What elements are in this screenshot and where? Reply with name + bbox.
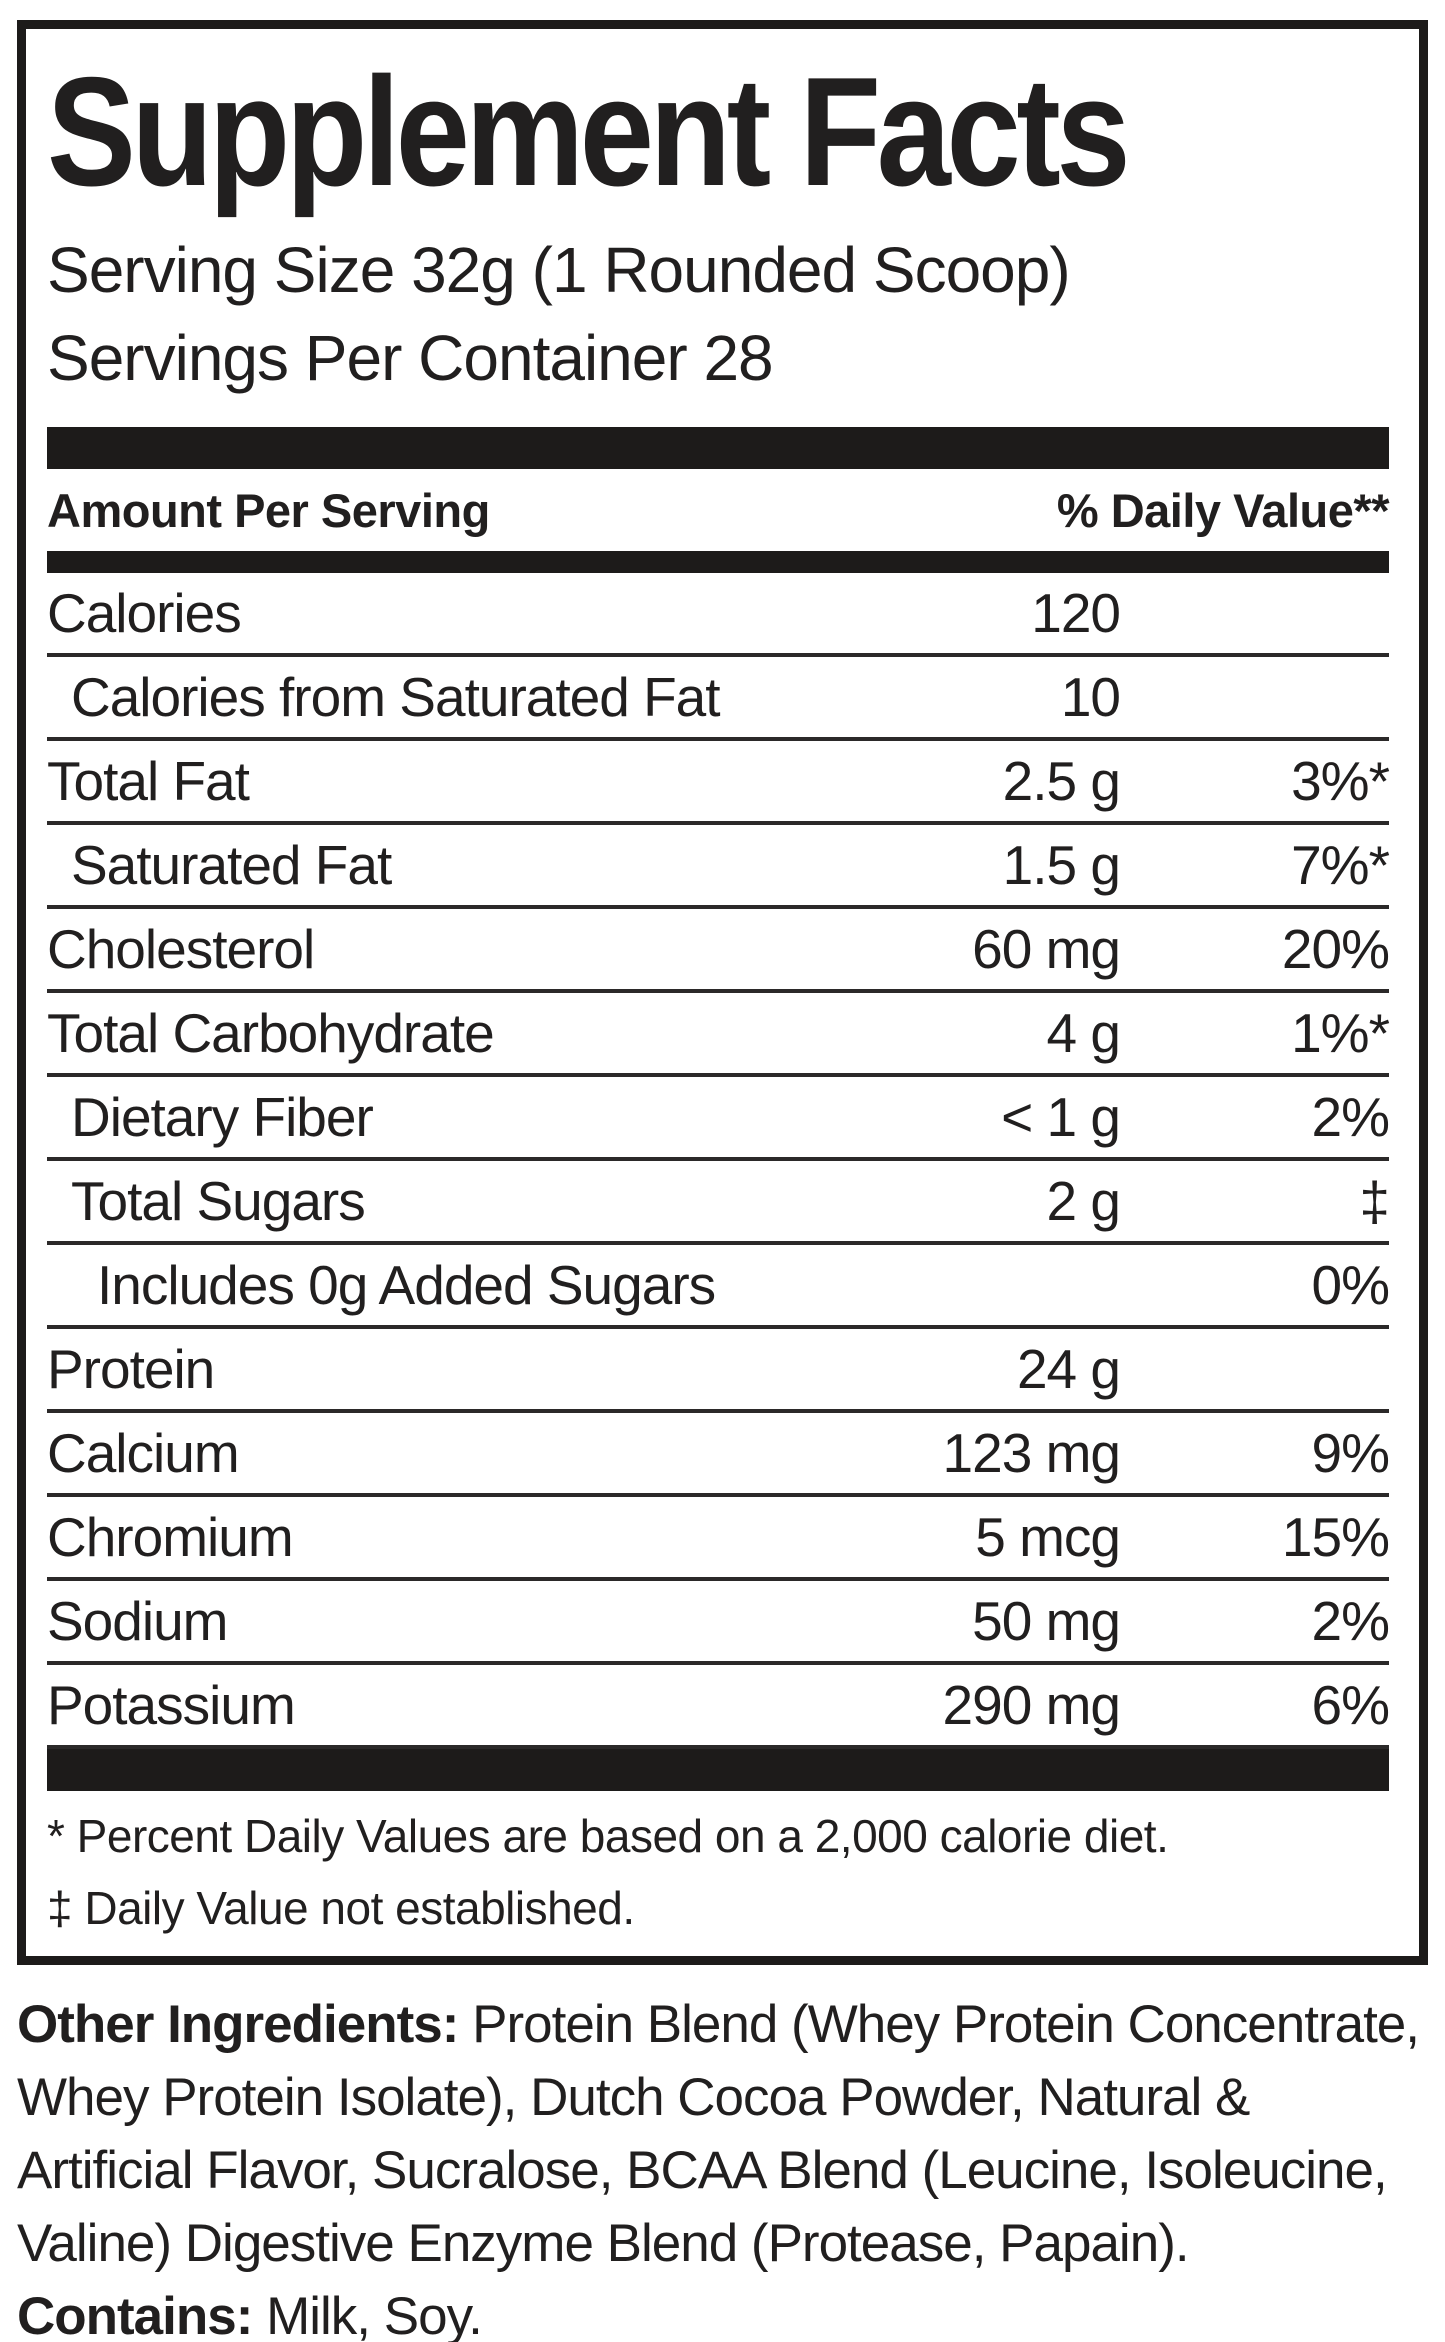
amount-per-serving-header: Amount Per Serving bbox=[47, 483, 490, 537]
other-ingredients-line-4: Valine) Digestive Enzyme Blend (Protease… bbox=[17, 2214, 1190, 2273]
table-row-sodium: Sodium 50 mg 2% bbox=[47, 1581, 1391, 1665]
row-amount: 2 g bbox=[1046, 1170, 1121, 1232]
row-label: Sodium bbox=[47, 1590, 228, 1652]
row-daily-value: 0% bbox=[1311, 1254, 1391, 1316]
nutrient-rows: Calories 120 Calories from Saturated Fat… bbox=[47, 573, 1391, 1749]
row-daily-value: ‡ bbox=[1359, 1170, 1390, 1232]
row-daily-value: 1%* bbox=[1291, 1002, 1390, 1064]
row-amount: 60 mg bbox=[972, 918, 1121, 980]
row-amount: 24 g bbox=[1016, 1338, 1121, 1400]
contains-text: Milk, Soy. bbox=[252, 2287, 483, 2342]
footnote-dv-not-established: ‡ Daily Value not established. bbox=[47, 1882, 635, 1934]
table-row-calcium: Calcium 123 mg 9% bbox=[47, 1413, 1391, 1497]
panel-title-text: Supplement Facts bbox=[47, 45, 1131, 218]
row-label: Calories from Saturated Fat bbox=[71, 666, 721, 728]
row-label: Includes 0g Added Sugars bbox=[97, 1254, 716, 1316]
row-label: Protein bbox=[47, 1338, 215, 1400]
row-amount: 120 bbox=[1031, 582, 1121, 644]
row-amount: 4 g bbox=[1046, 1002, 1121, 1064]
row-label: Total Sugars bbox=[71, 1170, 366, 1232]
row-label: Total Fat bbox=[47, 750, 250, 812]
contains-label: Contains: bbox=[17, 2287, 253, 2342]
other-ingredients-line-1: Other Ingredients: Protein Blend (Whey P… bbox=[17, 1988, 1431, 2061]
table-row-cholesterol: Cholesterol 60 mg 20% bbox=[47, 909, 1390, 993]
row-amount: 2.5 g bbox=[1002, 750, 1121, 812]
divider-bar-thick-bottom bbox=[47, 1749, 1389, 1791]
table-row-chromium: Chromium 5 mcg 15% bbox=[47, 1497, 1390, 1581]
panel-title: Supplement Facts bbox=[47, 45, 1389, 218]
other-ingredients-section: Other Ingredients: Protein Blend (Whey P… bbox=[17, 1988, 1431, 2342]
row-label: Calcium bbox=[47, 1422, 240, 1484]
row-amount: 5 mcg bbox=[975, 1506, 1121, 1568]
row-daily-value: 2% bbox=[1311, 1590, 1391, 1652]
row-label: Chromium bbox=[47, 1506, 294, 1568]
other-ingredients-text-1: Protein Blend (Whey Protein Concentrate, bbox=[458, 1995, 1420, 2054]
row-label: Cholesterol bbox=[47, 918, 315, 980]
row-daily-value: 2% bbox=[1311, 1086, 1391, 1148]
table-row-protein: Protein 24 g bbox=[47, 1329, 1389, 1413]
row-amount: 50 mg bbox=[972, 1590, 1121, 1652]
daily-value-header: % Daily Value** bbox=[1056, 483, 1390, 537]
row-amount: 123 mg bbox=[942, 1422, 1121, 1484]
other-ingredients-line-2: Whey Protein Isolate), Dutch Cocoa Powde… bbox=[17, 2068, 1250, 2127]
row-daily-value: 6% bbox=[1311, 1674, 1391, 1736]
contains-line: Contains: Milk, Soy. bbox=[17, 2280, 1431, 2342]
row-daily-value: 15% bbox=[1281, 1506, 1390, 1568]
row-daily-value: 3%* bbox=[1291, 750, 1390, 812]
row-amount: 1.5 g bbox=[1002, 834, 1121, 896]
table-row-total-carbohydrate: Total Carbohydrate 4 g 1%* bbox=[47, 993, 1390, 1077]
row-amount: 10 bbox=[1060, 666, 1121, 728]
servings-per-container-line: Servings Per Container 28 bbox=[47, 322, 774, 394]
table-row-calories-from-saturated-fat: Calories from Saturated Fat 10 bbox=[47, 657, 1389, 741]
divider-bar-thick-top bbox=[47, 427, 1389, 469]
row-label: Saturated Fat bbox=[71, 834, 392, 896]
table-row-total-sugars: Total Sugars 2 g ‡ bbox=[47, 1161, 1390, 1245]
table-row-saturated-fat: Saturated Fat 1.5 g 7%* bbox=[47, 825, 1390, 909]
footnote-percent-daily-values: * Percent Daily Values are based on a 2,… bbox=[47, 1810, 1169, 1862]
other-ingredients-label: Other Ingredients: bbox=[17, 1995, 459, 2054]
row-amount: 290 mg bbox=[942, 1674, 1121, 1736]
row-label: Dietary Fiber bbox=[71, 1086, 374, 1148]
serving-size-line: Serving Size 32g (1 Rounded Scoop) bbox=[47, 234, 1071, 306]
table-row-added-sugars: Includes 0g Added Sugars 0% bbox=[47, 1245, 1391, 1329]
table-row-total-fat: Total Fat 2.5 g 3%* bbox=[47, 741, 1390, 825]
divider-bar-medium bbox=[47, 551, 1389, 573]
other-ingredients-line-3: Artificial Flavor, Sucralose, BCAA Blend… bbox=[17, 2141, 1388, 2200]
column-header-row: Amount Per Serving % Daily Value** bbox=[47, 469, 1390, 551]
row-daily-value: 20% bbox=[1281, 918, 1390, 980]
row-label: Potassium bbox=[47, 1674, 296, 1736]
table-row-dietary-fiber: Dietary Fiber < 1 g 2% bbox=[47, 1077, 1391, 1161]
row-label: Calories bbox=[47, 582, 242, 644]
table-row-calories: Calories 120 bbox=[47, 573, 1389, 657]
row-daily-value: 9% bbox=[1311, 1422, 1391, 1484]
table-row-potassium: Potassium 290 mg 6% bbox=[47, 1665, 1391, 1749]
row-amount: < 1 g bbox=[1001, 1086, 1121, 1148]
row-daily-value: 7%* bbox=[1291, 834, 1390, 896]
supplement-facts-panel: Supplement Facts Serving Size 32g (1 Rou… bbox=[17, 20, 1428, 1965]
row-label: Total Carbohydrate bbox=[47, 1002, 495, 1064]
